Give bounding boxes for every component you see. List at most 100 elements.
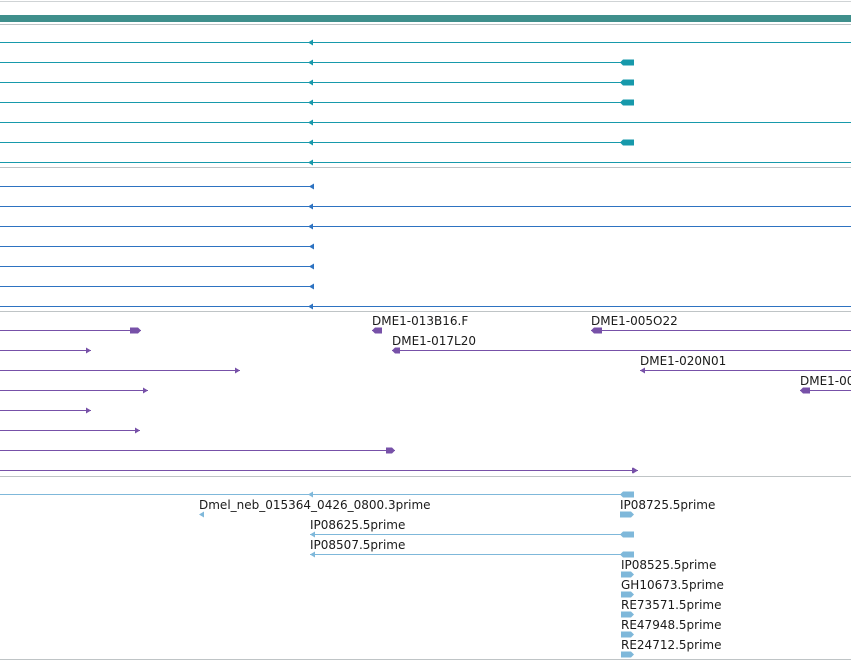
est-feature[interactable]: Dmel_neb_015364_0426_0800.3prime [199, 498, 431, 518]
est-feature[interactable]: GH10673.5prime [621, 578, 724, 598]
strand-arrow-icon [86, 347, 91, 354]
feature-block [621, 611, 634, 618]
transcript-feature[interactable] [0, 119, 851, 126]
strand-arrow-icon [632, 467, 638, 474]
transcript-feature[interactable] [0, 39, 851, 46]
clone-feature[interactable]: DME1-013B16.F [372, 314, 468, 334]
est-feature[interactable]: IP08725.5prime [620, 498, 715, 518]
clone-feature[interactable] [0, 407, 91, 414]
gene-track-2 [0, 183, 851, 310]
clone-track: DME1-013B16.F DME1-005O22 DME1-017L20 DME1-… [0, 314, 851, 474]
est-label: IP08625.5prime [310, 518, 405, 532]
clone-label: DME1-017L20 [392, 334, 476, 348]
est-label: IP08507.5prime [310, 538, 405, 552]
transcript-feature[interactable] [0, 183, 314, 190]
est-feature[interactable]: RE73571.5prime [621, 598, 722, 618]
strand-arrow-icon [308, 99, 313, 106]
feature-block [620, 531, 634, 538]
feature-block [620, 511, 634, 518]
strand-arrow-icon [235, 367, 240, 374]
feature-block [620, 139, 634, 146]
transcript-feature[interactable] [0, 99, 634, 106]
clone-feature[interactable]: DME1-005O22 [591, 314, 851, 334]
feature-block [620, 59, 634, 66]
clone-label: DME1-013B16.F [372, 314, 468, 328]
est-label: Dmel_neb_015364_0426_0800.3prime [199, 498, 431, 512]
clone-label: DME1-020N01 [640, 354, 726, 368]
est-feature[interactable]: IP08625.5prime [310, 518, 634, 538]
feature-block [392, 347, 400, 354]
est-label: RE73571.5prime [621, 598, 722, 612]
strand-arrow-icon [135, 427, 140, 434]
transcript-feature[interactable] [0, 303, 851, 310]
est-feature[interactable]: IP08525.5prime [621, 558, 716, 578]
strand-arrow-icon [308, 223, 313, 230]
feature-block [130, 327, 141, 334]
clone-label: DME1-00 [800, 374, 851, 388]
strand-arrow-icon [199, 511, 204, 518]
clone-feature[interactable] [0, 387, 148, 394]
transcript-feature[interactable] [0, 79, 634, 86]
feature-block [620, 79, 634, 86]
feature-block [591, 327, 602, 334]
strand-arrow-icon [308, 303, 313, 310]
est-feature[interactable] [310, 531, 634, 538]
est-track: Dmel_neb_015364_0426_0800.3prime IP08725.… [0, 491, 724, 658]
feature-block [621, 591, 634, 598]
strand-arrow-icon [310, 531, 315, 538]
est-label: RE24712.5prime [621, 638, 722, 652]
transcript-feature[interactable] [0, 243, 314, 250]
clone-feature[interactable]: DME1-020N01 [640, 354, 851, 374]
feature-block [621, 571, 634, 578]
est-label: IP08725.5prime [620, 498, 715, 512]
strand-arrow-icon [309, 283, 314, 290]
clone-feature[interactable] [0, 327, 141, 334]
feature-block [620, 491, 634, 498]
transcript-feature[interactable] [0, 223, 851, 230]
clone-feature[interactable] [0, 347, 91, 354]
feature-block [621, 651, 634, 658]
feature-block [372, 327, 382, 334]
est-feature[interactable]: RE24712.5prime [621, 638, 722, 658]
strand-arrow-icon [308, 203, 313, 210]
gene-track-1 [0, 39, 851, 166]
strand-arrow-icon [308, 491, 313, 498]
strand-arrow-icon [86, 407, 91, 414]
strand-arrow-icon [308, 59, 313, 66]
clone-feature[interactable] [0, 447, 395, 454]
clone-feature[interactable] [0, 427, 140, 434]
strand-arrow-icon [309, 263, 314, 270]
strand-arrow-icon [308, 139, 313, 146]
strand-arrow-icon [143, 387, 148, 394]
transcript-feature[interactable] [0, 59, 634, 66]
strand-arrow-icon [309, 183, 314, 190]
transcript-feature[interactable] [0, 263, 314, 270]
clone-feature[interactable]: DME1-017L20 [392, 334, 851, 354]
scale-bar [0, 15, 851, 22]
strand-arrow-icon [310, 551, 315, 558]
est-feature[interactable]: RE47948.5prime [621, 618, 722, 638]
strand-arrow-icon [308, 119, 313, 126]
strand-arrow-icon [308, 159, 313, 166]
est-feature[interactable] [0, 491, 634, 498]
est-feature[interactable]: IP08507.5prime [310, 538, 634, 558]
est-label: RE47948.5prime [621, 618, 722, 632]
strand-arrow-icon [308, 39, 313, 46]
est-feature[interactable] [0, 491, 634, 498]
clone-feature[interactable] [0, 367, 240, 374]
transcript-feature[interactable] [0, 159, 851, 166]
clone-feature[interactable]: DME1-00 [800, 374, 851, 394]
clone-label: DME1-005O22 [591, 314, 678, 328]
est-label: IP08525.5prime [621, 558, 716, 572]
feature-block [800, 387, 810, 394]
strand-arrow-icon [309, 243, 314, 250]
feature-block [386, 447, 395, 454]
est-feature[interactable] [310, 551, 634, 558]
transcript-feature[interactable] [0, 283, 314, 290]
feature-block [621, 631, 634, 638]
transcript-feature[interactable] [0, 139, 634, 146]
transcript-feature[interactable] [0, 203, 851, 210]
feature-block [620, 99, 634, 106]
clone-feature[interactable] [0, 467, 638, 474]
